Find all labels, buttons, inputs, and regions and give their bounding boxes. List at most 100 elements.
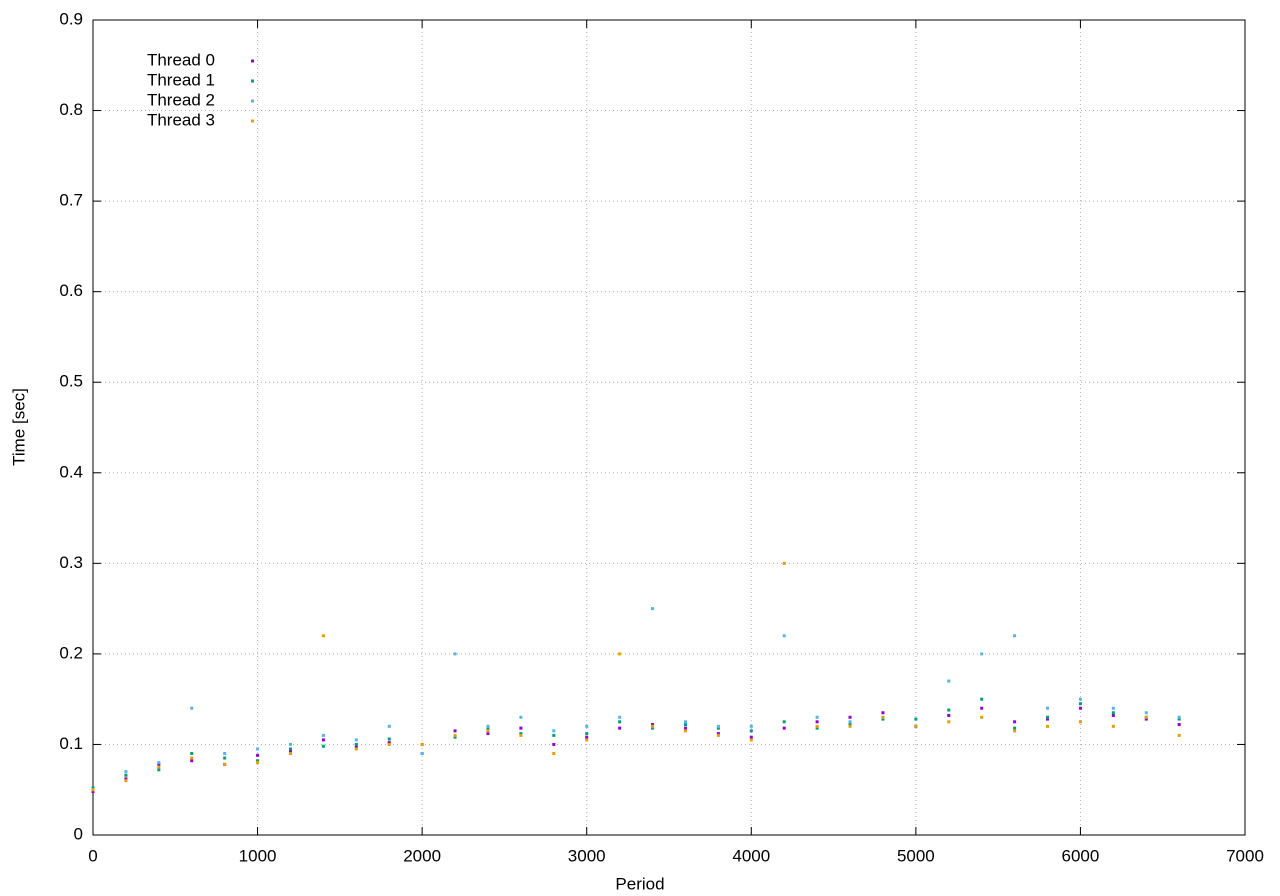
y-tick-label: 0.5 (59, 372, 83, 391)
point (387, 742, 391, 746)
point (1111, 724, 1115, 728)
legend-marker (251, 119, 254, 123)
point (387, 741, 391, 745)
point (815, 726, 819, 730)
point (256, 747, 260, 751)
y-tick-label: 0.9 (59, 9, 83, 28)
point (321, 634, 325, 638)
point (716, 726, 720, 730)
point (1177, 733, 1181, 737)
point (354, 744, 358, 748)
point (716, 732, 720, 736)
point (914, 717, 918, 721)
point (124, 777, 128, 781)
point (1144, 717, 1148, 721)
point (585, 735, 589, 739)
point (749, 724, 753, 728)
point (288, 747, 292, 751)
point (881, 717, 885, 721)
point (453, 652, 457, 656)
point (980, 706, 984, 710)
legend-marker (251, 99, 254, 103)
point (552, 742, 556, 746)
point (1111, 711, 1115, 715)
point (453, 729, 457, 733)
point (420, 742, 424, 746)
point (190, 759, 194, 763)
point (947, 708, 951, 712)
point (1013, 729, 1017, 733)
point (256, 759, 260, 763)
point (1078, 706, 1082, 710)
point (782, 634, 786, 638)
point (1144, 711, 1148, 715)
point (354, 742, 358, 746)
point (815, 724, 819, 728)
legend-marker (251, 59, 254, 63)
y-tick-label: 0.6 (59, 281, 83, 300)
x-tick-label: 2000 (403, 846, 441, 865)
point (288, 750, 292, 754)
point (848, 723, 852, 727)
point (223, 756, 227, 760)
point (947, 679, 951, 683)
point (585, 724, 589, 728)
point (453, 733, 457, 737)
x-tick-label: 6000 (1062, 846, 1100, 865)
point (519, 732, 523, 736)
point (1013, 726, 1017, 730)
y-tick-label: 0.3 (59, 553, 83, 572)
point (683, 726, 687, 730)
point (124, 770, 128, 774)
x-tick-label: 4000 (732, 846, 770, 865)
point (980, 652, 984, 656)
point (124, 773, 128, 777)
point (486, 732, 490, 736)
point (651, 724, 655, 728)
y-tick-label: 0.4 (59, 462, 83, 481)
point (486, 724, 490, 728)
point (651, 723, 655, 727)
point (486, 726, 490, 730)
point (947, 713, 951, 717)
point (1177, 717, 1181, 721)
point (618, 720, 622, 724)
y-axis-label: Time [sec] (9, 388, 28, 466)
point (157, 761, 161, 765)
point (1078, 697, 1082, 701)
point (486, 729, 490, 733)
point (190, 706, 194, 710)
point (157, 762, 161, 766)
point (749, 735, 753, 739)
point (420, 752, 424, 755)
y-tick-label: 0.2 (59, 643, 83, 662)
y-tick-label: 0.8 (59, 100, 83, 119)
point (552, 733, 556, 737)
point (848, 724, 852, 728)
point (683, 723, 687, 727)
point (288, 742, 292, 746)
point (618, 715, 622, 719)
point (91, 788, 95, 792)
point (552, 729, 556, 733)
point (519, 733, 523, 737)
point (585, 732, 589, 736)
point (1013, 634, 1017, 638)
point (815, 720, 819, 724)
point (190, 752, 194, 755)
point (387, 737, 391, 741)
point (914, 724, 918, 728)
point (1046, 724, 1050, 728)
point (157, 768, 161, 772)
point (683, 729, 687, 733)
x-tick-label: 1000 (239, 846, 277, 865)
point (782, 720, 786, 724)
point (190, 756, 194, 760)
point (1144, 715, 1148, 719)
point (552, 752, 556, 755)
point (881, 715, 885, 719)
point (321, 738, 325, 742)
point (651, 607, 655, 611)
point (782, 726, 786, 730)
